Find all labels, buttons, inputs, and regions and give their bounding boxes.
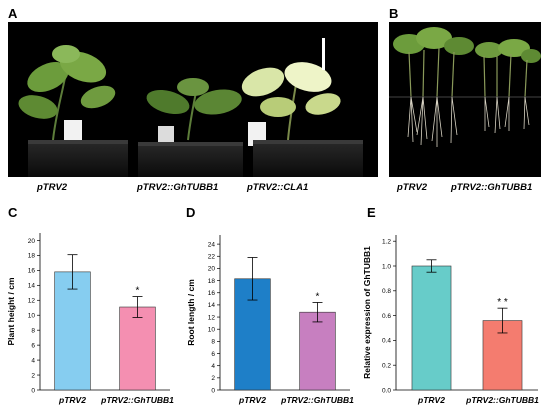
x-category-label: pTRV2::GhTUBB1: [280, 395, 354, 405]
plants-illustration: [18, 38, 363, 177]
roots-illustration: [389, 27, 541, 147]
x-category-label: pTRV2: [238, 395, 266, 405]
y-tick-label: 10: [208, 327, 216, 334]
plant-left: [18, 45, 116, 141]
x-category-label: pTRV2::GhTUBB1: [465, 395, 539, 405]
scale-bar: [322, 38, 325, 70]
bar: [411, 265, 452, 391]
significance-mark: *: [136, 286, 140, 297]
panel-letter-d: D: [186, 205, 196, 220]
y-tick-label: 12: [208, 314, 216, 321]
y-tick-label: 16: [208, 290, 216, 297]
caption-b-tubb1: pTRV2::GhTUBB1: [451, 182, 533, 193]
y-tick-label: 0.2: [382, 363, 391, 370]
y-tick-label: 18: [208, 278, 216, 285]
x-category-label: pTRV2::GhTUBB1: [100, 395, 174, 405]
plant-middle: [146, 78, 242, 141]
panel-letter-a: A: [8, 6, 18, 21]
bar: [299, 311, 336, 391]
y-tick-label: 22: [208, 254, 216, 261]
chart-plant-height: 0 2 4 6 8 10 12 14 16 18 20 Plant height / cm pTRV2 *…: [6, 233, 174, 405]
leaves-row: [393, 27, 541, 63]
y-tick-label: 20: [208, 266, 216, 273]
photo-plants-in-pots: [8, 22, 378, 177]
y-tick-label: 0.0: [382, 387, 391, 394]
y-tick-label: 16: [28, 268, 36, 275]
caption-a-tubb1: pTRV2::GhTUBB1: [137, 182, 219, 193]
x-category-label: pTRV2: [58, 395, 86, 405]
x-category-label: pTRV2: [417, 395, 445, 405]
panel-letter-e: E: [367, 205, 376, 220]
y-tick-label: 2: [31, 372, 35, 379]
y-tick-label: 20: [28, 238, 36, 245]
y-tick-label: 24: [208, 241, 216, 248]
panel-letter-c: C: [8, 205, 18, 220]
caption-b-control: pTRV2: [397, 182, 428, 193]
y-tick-label: 0.6: [382, 313, 391, 320]
photo-uprooted-plants: [389, 22, 541, 177]
y-tick-label: 2: [211, 375, 215, 382]
caption-a-cla1: pTRV2::CLA1: [247, 182, 309, 193]
bar: [119, 306, 156, 391]
panel-letter-b: B: [389, 6, 399, 21]
y-tick-label: 1.0: [382, 263, 391, 270]
y-tick-label: 6: [211, 351, 215, 358]
y-axis-label: Plant height / cm: [6, 277, 16, 345]
chart-relative-expression: 0.0 0.2 0.4 0.6 0.8 1.0 1.2 Relative expression…: [362, 235, 539, 405]
y-axis-label: Relative expression of GhTUBB1: [362, 246, 372, 379]
significance-mark: * *: [497, 297, 508, 308]
y-tick-label: 8: [211, 339, 215, 346]
y-tick-label: 0.4: [382, 338, 391, 345]
y-tick-label: 1.2: [382, 239, 391, 246]
y-tick-label: 12: [28, 298, 36, 305]
y-tick-label: 14: [208, 302, 216, 309]
y-tick-label: 8: [31, 327, 35, 334]
roots: [407, 96, 530, 147]
bar: [54, 271, 91, 391]
plant-right-albino: [241, 62, 341, 141]
y-tick-label: 14: [28, 283, 36, 290]
y-tick-label: 0: [31, 387, 35, 394]
y-tick-label: 6: [31, 342, 35, 349]
stems: [408, 47, 528, 98]
y-tick-label: 4: [211, 363, 215, 370]
y-tick-label: 4: [31, 357, 35, 364]
significance-mark: *: [316, 291, 320, 302]
y-axis-label: Root length / cm: [186, 279, 196, 346]
caption-a-control: pTRV2: [37, 182, 68, 193]
y-tick-label: 10: [28, 313, 36, 320]
y-tick-label: 0.8: [382, 288, 391, 295]
y-tick-label: 0: [211, 387, 215, 394]
y-tick-label: 18: [28, 253, 36, 260]
